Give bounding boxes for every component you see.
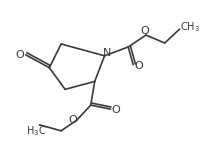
Text: O: O xyxy=(68,115,77,125)
Text: CH$_3$: CH$_3$ xyxy=(179,20,199,34)
Text: O: O xyxy=(140,26,149,36)
Text: N: N xyxy=(102,49,111,58)
Text: O: O xyxy=(134,61,142,71)
Text: H$_3$C: H$_3$C xyxy=(26,124,46,138)
Text: O: O xyxy=(16,50,24,60)
Text: O: O xyxy=(111,105,120,115)
